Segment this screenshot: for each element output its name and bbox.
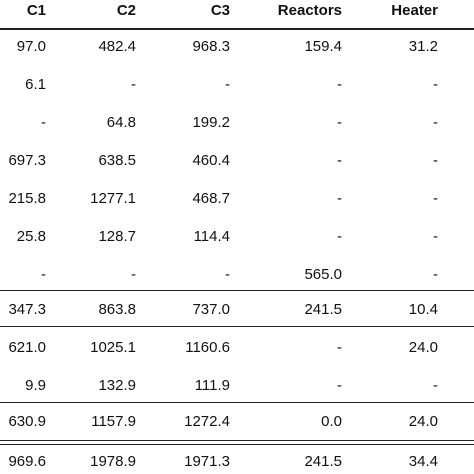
- cell-c1: 97.0: [16, 38, 46, 55]
- cell-reactors: 565.0: [304, 266, 342, 283]
- cell-reactors: -: [337, 377, 342, 394]
- row-rule: [0, 440, 474, 441]
- cell-c3: 460.4: [192, 152, 230, 169]
- cell-c3: -: [225, 266, 230, 283]
- header-c2: C2: [116, 2, 136, 19]
- cell-heater: -: [433, 152, 438, 169]
- cell-c1: 6.1: [25, 76, 46, 93]
- cell-heater: -: [433, 266, 438, 283]
- cell-c1: 9.9: [25, 377, 46, 394]
- cell-reactors: -: [337, 76, 342, 93]
- cell-c2: 863.8: [98, 301, 136, 318]
- cell-heater: -: [433, 377, 438, 394]
- cell-c3: 114.4: [193, 228, 230, 245]
- cell-reactors: 0.0: [321, 413, 342, 430]
- cell-c2: 1277.1: [90, 190, 136, 207]
- cell-c3: -: [225, 76, 230, 93]
- cell-c3: 968.3: [192, 38, 230, 55]
- cell-c2: 64.8: [106, 114, 136, 131]
- cell-reactors: 241.5: [304, 301, 342, 318]
- row-rule: [0, 326, 474, 327]
- cell-reactors: -: [337, 339, 342, 356]
- cell-heater: 34.4: [408, 453, 438, 470]
- header-rule: [0, 28, 474, 30]
- cell-reactors: 159.4: [304, 38, 342, 55]
- cell-heater: 10.4: [408, 301, 438, 318]
- cell-c2: -: [131, 76, 136, 93]
- row-rule: [0, 444, 474, 445]
- header-c3: C3: [210, 2, 230, 19]
- cell-heater: 24.0: [408, 413, 438, 430]
- cell-c1: -: [41, 266, 46, 283]
- cell-c3: 737.0: [192, 301, 230, 318]
- row-rule: [0, 402, 474, 403]
- cell-heater: -: [433, 190, 438, 207]
- cell-c3: 111.9: [194, 377, 230, 394]
- cell-c2: 1025.1: [90, 339, 136, 356]
- cell-c1: 215.8: [8, 190, 46, 207]
- cell-c3: 199.2: [192, 114, 230, 131]
- cell-reactors: -: [337, 190, 342, 207]
- cell-c1: 630.9: [8, 413, 46, 430]
- cell-c3: 1160.6: [185, 339, 230, 356]
- cell-c1: -: [41, 114, 46, 131]
- cell-heater: -: [433, 76, 438, 93]
- header-c1: C1: [26, 2, 46, 19]
- cell-heater: -: [433, 114, 438, 131]
- cell-c2: 482.4: [98, 38, 136, 55]
- cell-reactors: -: [337, 152, 342, 169]
- cell-c2: 128.7: [98, 228, 136, 245]
- cell-reactors: -: [337, 114, 342, 131]
- cell-c2: 1978.9: [90, 453, 136, 470]
- cell-c1: 697.3: [8, 152, 46, 169]
- cell-c1: 25.8: [16, 228, 46, 245]
- cell-c3: 468.7: [192, 190, 230, 207]
- header-reactors: Reactors: [277, 2, 342, 19]
- cell-c3: 1272.4: [184, 413, 230, 430]
- cell-c3: 1971.3: [184, 453, 230, 470]
- cell-c1: 969.6: [8, 453, 46, 470]
- cell-c1: 621.0: [8, 339, 46, 356]
- header-heater: Heater: [391, 2, 438, 19]
- cell-c2: 1157.9: [91, 413, 136, 430]
- row-rule: [0, 290, 474, 291]
- cell-c2: 132.9: [98, 377, 136, 394]
- cell-c2: -: [131, 266, 136, 283]
- cell-reactors: 241.5: [304, 453, 342, 470]
- cell-heater: -: [433, 228, 438, 245]
- cell-heater: 31.2: [408, 38, 438, 55]
- cell-heater: 24.0: [408, 339, 438, 356]
- cell-c1: 347.3: [8, 301, 46, 318]
- cell-reactors: -: [337, 228, 342, 245]
- cell-c2: 638.5: [98, 152, 136, 169]
